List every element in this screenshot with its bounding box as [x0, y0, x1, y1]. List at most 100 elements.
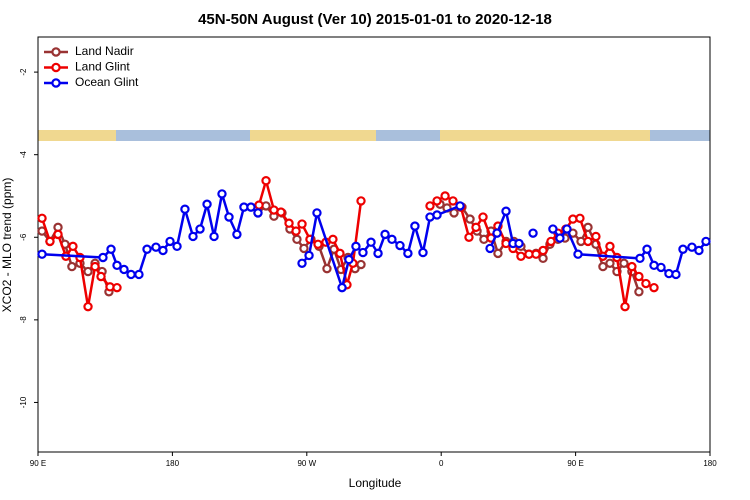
- data-point: [291, 226, 301, 236]
- data-point: [297, 258, 307, 268]
- data-point: [387, 234, 397, 245]
- data-point: [246, 202, 256, 212]
- legend-marker: [51, 78, 61, 88]
- data-point: [634, 287, 644, 297]
- data-point: [112, 260, 122, 271]
- data-point: [224, 212, 234, 222]
- data-point: [619, 258, 629, 268]
- data-point: [485, 243, 495, 254]
- data-point: [538, 253, 548, 264]
- data-point: [627, 261, 637, 272]
- data-point: [276, 207, 286, 217]
- data-point: [478, 212, 488, 222]
- data-point: [180, 204, 190, 214]
- data-point: [605, 241, 615, 252]
- data-point: [649, 282, 659, 293]
- data-point: [465, 214, 475, 224]
- map-strip: [38, 130, 710, 141]
- y-tick-label: -4: [19, 151, 28, 159]
- legend-label: Land Nadir: [75, 44, 134, 58]
- legend-label: Ocean Glint: [75, 75, 139, 89]
- data-point: [598, 261, 608, 272]
- data-point: [335, 248, 345, 259]
- data-point: [479, 234, 489, 245]
- data-point: [351, 241, 361, 252]
- data-point: [292, 234, 302, 245]
- x-tick-label: 90 W: [297, 459, 316, 468]
- data-point: [165, 236, 175, 247]
- x-tick-label: 180: [703, 459, 717, 468]
- data-point: [158, 245, 168, 256]
- data-point: [548, 224, 558, 234]
- data-point: [432, 210, 442, 220]
- data-point: [297, 219, 307, 229]
- data-point: [403, 248, 413, 259]
- data-point: [687, 242, 697, 252]
- data-point: [344, 254, 354, 265]
- data-point: [142, 244, 152, 254]
- chart-title: 45N-50N August (Ver 10) 2015-01-01 to 20…: [198, 11, 552, 28]
- data-point: [373, 248, 383, 259]
- data-point: [195, 224, 205, 234]
- data-point: [501, 206, 511, 216]
- data-point: [356, 259, 366, 270]
- data-point: [694, 245, 704, 256]
- data-point: [591, 231, 601, 242]
- data-point: [642, 244, 652, 254]
- data-point: [546, 236, 556, 247]
- data-point: [37, 249, 47, 259]
- x-tick-label: 90 E: [567, 459, 583, 468]
- data-point: [464, 232, 474, 242]
- data-point: [671, 269, 681, 280]
- data-point: [126, 269, 136, 280]
- data-point: [37, 213, 47, 223]
- data-point: [493, 248, 503, 259]
- data-point: [448, 196, 458, 206]
- data-point: [471, 222, 481, 233]
- data-point: [678, 244, 688, 254]
- data-point: [188, 231, 198, 242]
- x-axis-label: Longitude: [349, 476, 402, 490]
- data-point: [573, 249, 583, 259]
- y-tick-label: -6: [19, 233, 28, 241]
- data-point: [514, 238, 524, 249]
- data-point: [380, 229, 390, 240]
- data-point: [440, 191, 450, 201]
- data-point: [312, 208, 322, 218]
- y-axis-label: XCO2 - MLO trend (ppm): [0, 178, 14, 313]
- data-point: [284, 218, 294, 228]
- legend-marker: [51, 47, 61, 57]
- data-point: [119, 264, 129, 275]
- data-point: [656, 262, 666, 273]
- data-point: [90, 261, 100, 272]
- data-point: [356, 196, 366, 206]
- data-point: [395, 240, 405, 251]
- data-point: [531, 249, 541, 259]
- x-tick-label: 0: [439, 459, 444, 468]
- y-tick-label: -10: [19, 396, 28, 408]
- plot-frame: [37, 36, 711, 453]
- data-point: [358, 247, 368, 258]
- data-point: [605, 258, 615, 268]
- data-point: [583, 222, 593, 233]
- data-point: [112, 282, 122, 293]
- y-tick-label: -8: [19, 316, 28, 324]
- data-point: [172, 241, 182, 252]
- data-point: [106, 244, 116, 254]
- data-point: [492, 228, 502, 238]
- data-point: [68, 241, 78, 252]
- legend-marker: [51, 62, 61, 73]
- data-point: [67, 261, 77, 272]
- data-point: [575, 213, 585, 223]
- data-point: [322, 263, 332, 274]
- data-point: [562, 224, 572, 234]
- data-point: [151, 242, 161, 252]
- data-point: [620, 301, 630, 312]
- data-point: [254, 200, 264, 210]
- data-point: [253, 208, 263, 218]
- data-point: [53, 229, 63, 240]
- data-point: [583, 236, 593, 247]
- data-point: [528, 228, 538, 238]
- data-point: [555, 233, 565, 243]
